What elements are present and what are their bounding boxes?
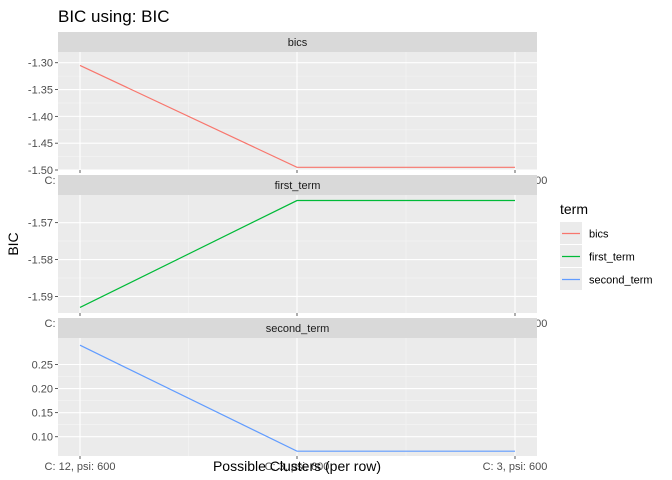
facet-strip-bics (58, 32, 537, 52)
facet-strip-label-bics: bics (288, 37, 308, 49)
chart-title: BIC using: BIC (58, 7, 170, 26)
x-tick-label: C: 12, psi: 600 (45, 461, 116, 473)
series-line-first-term (79, 199, 515, 309)
legend-title: term (560, 201, 588, 217)
series-line-bics (79, 64, 515, 168)
y-tick-label: -1.59 (28, 291, 53, 303)
facet-strip-label-first-term: first_term (275, 180, 321, 192)
x-tick-label: C: 3, psi: 600 (265, 461, 330, 473)
y-tick-label: 0.25 (32, 359, 53, 371)
y-tick-label: 0.15 (32, 408, 53, 420)
y-tick-label: -1.40 (28, 111, 53, 123)
y-tick-label: -1.50 (28, 165, 53, 177)
legend-label-bics: bics (589, 229, 609, 241)
series-line-second-term (79, 344, 515, 452)
legend: term bics first_term second_term (560, 201, 653, 290)
facet-strip-second-term (58, 318, 537, 338)
facet-strip-first-term (58, 175, 537, 195)
facet-strip-label-second-term: second_term (266, 323, 330, 335)
facet-panels: bics -1.50 -1.45 -1.40 -1.35 -1.30 C: 12, psi:… (28, 32, 547, 473)
y-tick-label: -1.57 (28, 218, 53, 230)
y-tick-label: 0.20 (32, 384, 53, 396)
y-axis-title: BIC (5, 232, 21, 255)
legend-label-first-term: first_term (589, 252, 635, 264)
x-tick-label: C: 3, psi: 600 (483, 461, 548, 473)
y-tick-label: 0.10 (32, 432, 53, 444)
y-tick-label: -1.35 (28, 85, 53, 97)
y-tick-label: -1.58 (28, 255, 53, 267)
y-tick-label: -1.45 (28, 138, 53, 150)
legend-label-second-term: second_term (589, 275, 653, 287)
y-tick-label: -1.30 (28, 58, 53, 70)
x-axis-title: Possible Clusters (per row) (213, 458, 381, 474)
